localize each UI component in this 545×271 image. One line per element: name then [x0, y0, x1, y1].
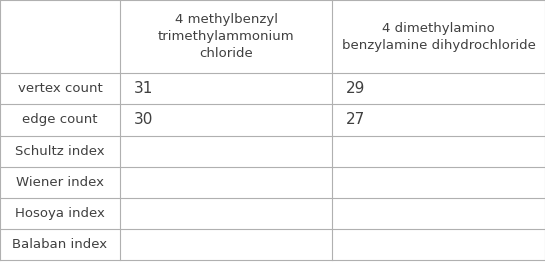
Text: Schultz index: Schultz index — [15, 145, 105, 157]
Text: 4 dimethylamino
benzylamine dihydrochloride: 4 dimethylamino benzylamine dihydrochlor… — [342, 22, 536, 51]
Text: vertex count: vertex count — [17, 82, 102, 95]
Text: 31: 31 — [134, 81, 153, 96]
Text: Wiener index: Wiener index — [16, 176, 104, 189]
Text: 29: 29 — [346, 81, 366, 96]
Text: edge count: edge count — [22, 114, 98, 126]
Text: 30: 30 — [134, 112, 153, 127]
Text: Hosoya index: Hosoya index — [15, 207, 105, 220]
Text: 4 methylbenzyl
trimethylammonium
chloride: 4 methylbenzyl trimethylammonium chlorid… — [158, 13, 294, 60]
Text: 27: 27 — [346, 112, 365, 127]
Text: Balaban index: Balaban index — [13, 238, 107, 251]
